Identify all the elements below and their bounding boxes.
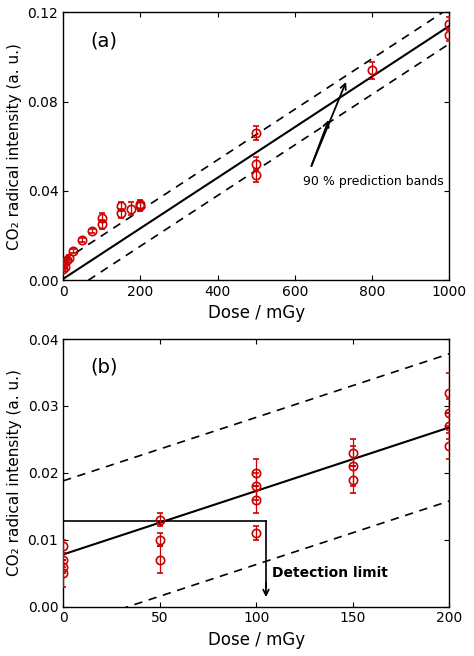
X-axis label: Dose / mGy: Dose / mGy: [208, 631, 305, 649]
Text: (a): (a): [90, 31, 117, 50]
Y-axis label: CO₂ radical intensity (a. u.): CO₂ radical intensity (a. u.): [7, 43, 22, 250]
Text: (b): (b): [90, 358, 118, 377]
Text: 90 % prediction bands: 90 % prediction bands: [303, 175, 443, 188]
Y-axis label: CO₂ radical intensity (a. u.): CO₂ radical intensity (a. u.): [7, 369, 22, 576]
Text: Detection limit: Detection limit: [272, 566, 388, 580]
X-axis label: Dose / mGy: Dose / mGy: [208, 304, 305, 323]
